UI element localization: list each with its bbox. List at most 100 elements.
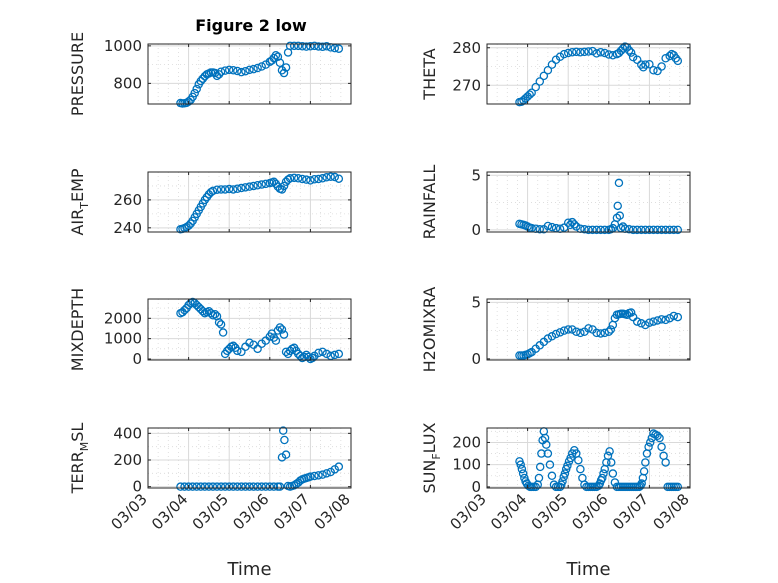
data-point	[306, 472, 315, 481]
data-point	[218, 328, 228, 337]
series-markers	[515, 427, 683, 492]
y-tick-label: 1000	[104, 37, 142, 55]
data-point	[306, 176, 315, 185]
data-point	[531, 482, 540, 492]
subplot-3: 240 260 AIRTEMP	[68, 168, 352, 237]
series-markers	[515, 308, 683, 360]
data-point	[671, 54, 681, 63]
data-point	[563, 461, 572, 471]
data-point	[293, 174, 303, 183]
data-point	[673, 56, 683, 66]
data-point	[314, 174, 323, 184]
y-tick-label: 2000	[104, 309, 142, 327]
data-point	[563, 48, 573, 58]
data-point	[645, 318, 654, 327]
y-axis-label: H2OMIXRA	[420, 287, 439, 373]
data-point	[637, 479, 646, 488]
data-point	[661, 54, 670, 63]
y-tick-label: 5	[471, 166, 481, 184]
data-point	[542, 440, 551, 449]
data-point	[322, 349, 331, 359]
data-point	[559, 49, 569, 59]
data-point	[210, 309, 220, 319]
data-point	[334, 462, 344, 471]
data-point	[198, 306, 208, 316]
data-point	[615, 211, 625, 220]
data-point	[306, 42, 315, 51]
data-point	[576, 464, 585, 474]
data-point	[661, 458, 670, 467]
axes-box	[486, 43, 691, 105]
data-point	[637, 60, 646, 69]
data-point	[525, 90, 534, 99]
y-tick-label: 0	[471, 350, 481, 368]
data-point	[261, 179, 270, 189]
series-markers	[515, 42, 683, 107]
data-point	[669, 311, 679, 321]
data-point	[531, 82, 540, 92]
data-point	[245, 482, 254, 491]
y-tick-label: 100	[452, 456, 481, 474]
data-point	[641, 60, 650, 69]
data-point	[637, 319, 646, 328]
data-point	[216, 185, 226, 194]
data-point	[298, 42, 307, 51]
data-point	[624, 225, 634, 234]
data-point	[572, 222, 581, 231]
series-markers	[176, 297, 344, 364]
data-point	[275, 323, 285, 332]
data-point	[516, 460, 525, 469]
axes-box	[147, 298, 352, 361]
data-point	[237, 183, 246, 193]
data-point	[655, 433, 664, 443]
y-tick-label: 400	[113, 424, 142, 442]
data-point	[673, 482, 683, 492]
subplot-1: 800 1000 PRESSURE	[68, 32, 352, 116]
data-point	[598, 473, 607, 483]
data-point	[253, 344, 262, 354]
y-tick-label: 0	[471, 478, 481, 496]
data-point	[534, 473, 544, 483]
data-point	[588, 46, 597, 56]
series-markers	[176, 172, 344, 234]
data-point	[214, 318, 224, 327]
data-point	[606, 458, 616, 467]
data-point	[253, 63, 262, 73]
data-point	[543, 449, 553, 458]
y-tick-label: 240	[113, 219, 142, 237]
data-point	[568, 325, 577, 334]
axes-box	[486, 171, 691, 233]
x-tick-label: 03/05	[528, 490, 571, 533]
data-point	[310, 471, 319, 481]
data-point	[547, 60, 557, 69]
data-point	[233, 66, 242, 76]
data-point	[584, 225, 593, 235]
data-point	[224, 65, 234, 75]
data-point	[614, 178, 624, 188]
data-point	[517, 464, 527, 474]
subplot-2: 270 280 THETA	[420, 39, 691, 107]
data-point	[669, 225, 679, 235]
data-point	[249, 482, 258, 491]
data-point	[208, 482, 218, 491]
data-point	[257, 482, 266, 491]
data-point	[570, 220, 579, 229]
data-point	[220, 66, 230, 75]
data-point	[558, 477, 567, 486]
data-point	[280, 435, 289, 445]
y-tick-label: 260	[113, 191, 142, 209]
data-point	[580, 225, 589, 234]
data-point	[233, 184, 242, 193]
data-point	[539, 71, 549, 81]
data-point	[192, 482, 201, 491]
data-point	[245, 65, 254, 75]
data-point	[605, 447, 614, 456]
x-tick-label: 03/07	[609, 490, 652, 533]
data-point	[253, 181, 262, 190]
data-point	[229, 185, 238, 194]
data-point	[632, 317, 642, 326]
data-point	[576, 328, 585, 338]
y-axis-label: THETA	[420, 48, 439, 100]
data-point	[665, 313, 674, 323]
